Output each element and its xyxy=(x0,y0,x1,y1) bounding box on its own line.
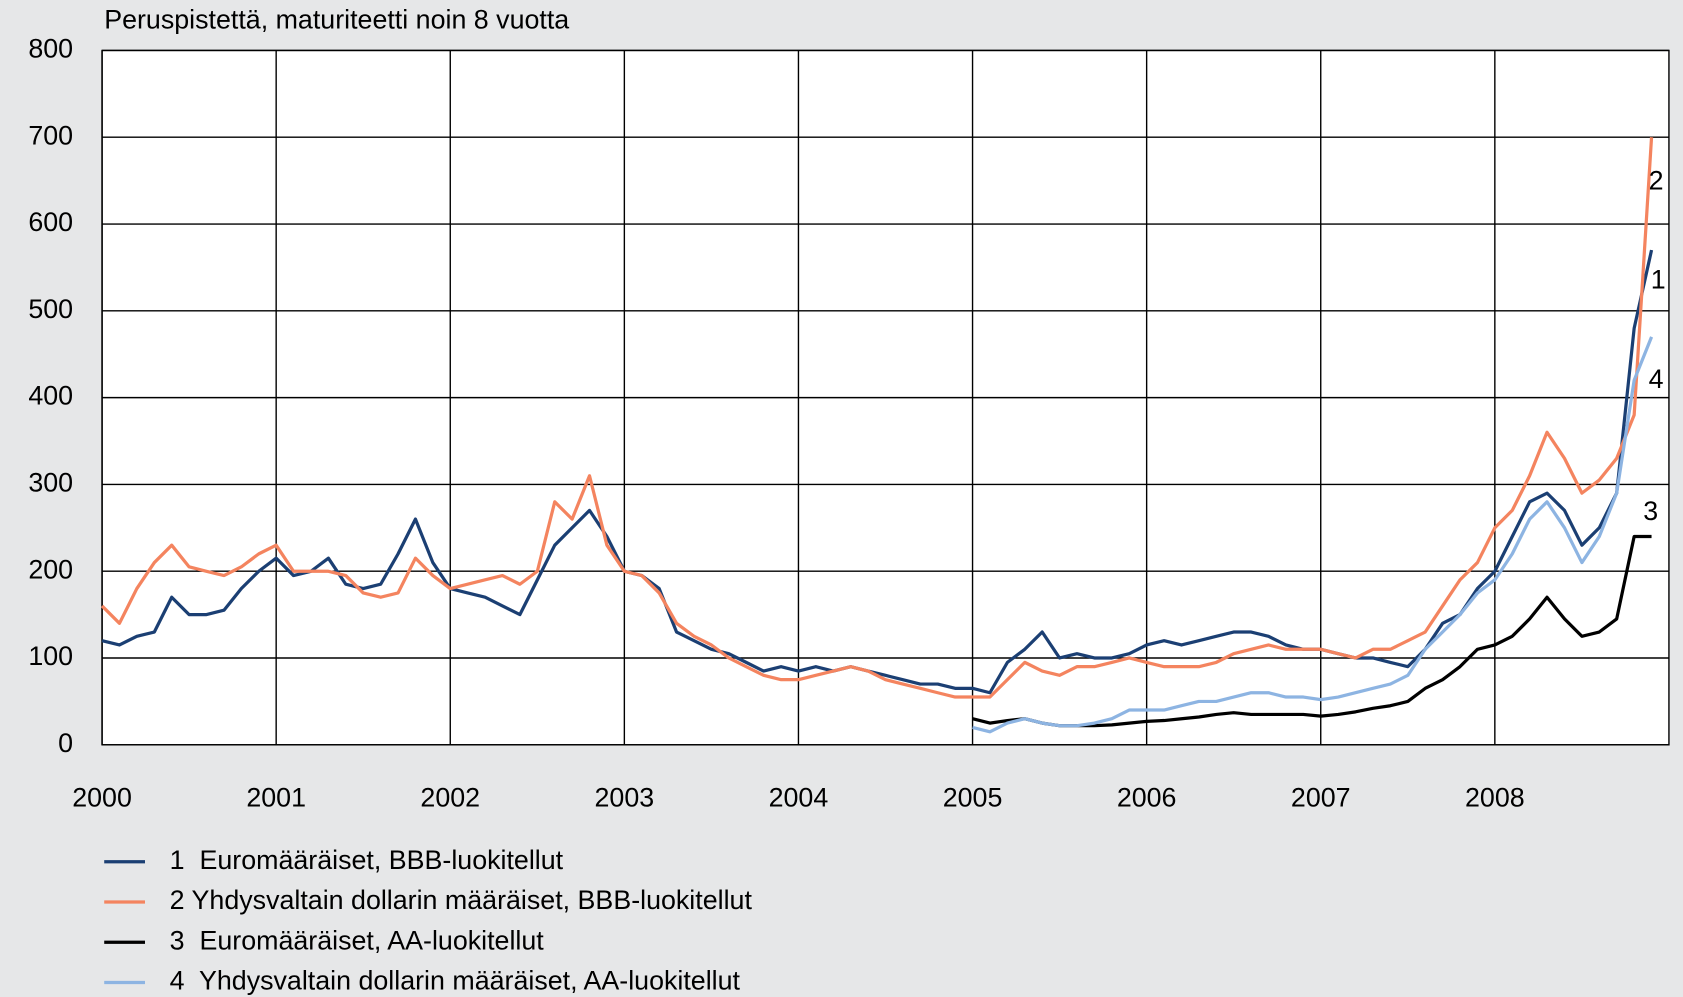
x-tick-label: 2008 xyxy=(1465,783,1525,813)
plot-border xyxy=(101,49,1670,746)
x-tick-label: 2001 xyxy=(246,783,306,813)
x-tick-label: 2007 xyxy=(1291,783,1351,813)
legend-label: 3 Euromääräiset, AA-luokitellut xyxy=(170,925,545,955)
series-line xyxy=(972,336,1654,734)
line-label: 3 xyxy=(1643,496,1658,526)
x-tick-label: 2002 xyxy=(420,783,480,813)
x-tick-label: 2006 xyxy=(1117,783,1177,813)
y-tick-label: 0 xyxy=(58,728,73,758)
y-tick-label: 200 xyxy=(28,554,73,584)
y-tick-label: 400 xyxy=(28,381,73,411)
y-tick-label: 300 xyxy=(28,467,73,497)
y-tick-label: 800 xyxy=(28,34,73,64)
y-tick-label: 600 xyxy=(28,207,73,237)
subtitle: Peruspistettä, maturiteetti noin 8 vuott… xyxy=(104,5,569,35)
y-tick-label: 700 xyxy=(28,120,73,150)
series-line xyxy=(100,137,1654,699)
x-tick-label: 2004 xyxy=(769,783,829,813)
legend-label: 1 Euromääräiset, BBB-luokitellut xyxy=(170,845,564,875)
legend-label: 4 Yhdysvaltain dollarin määräiset, AA-lu… xyxy=(170,966,741,996)
line-label: 1 xyxy=(1651,264,1666,294)
x-tick-label: 2000 xyxy=(72,783,132,813)
y-tick-label: 500 xyxy=(28,294,73,324)
line-label: 2 xyxy=(1649,166,1664,196)
legend-label: 2 Yhdysvaltain dollarin määräiset, BBB-l… xyxy=(170,885,753,915)
x-tick-label: 2003 xyxy=(595,783,655,813)
y-tick-label: 100 xyxy=(28,641,73,671)
line-label: 4 xyxy=(1649,364,1664,394)
x-tick-label: 2005 xyxy=(943,783,1003,813)
